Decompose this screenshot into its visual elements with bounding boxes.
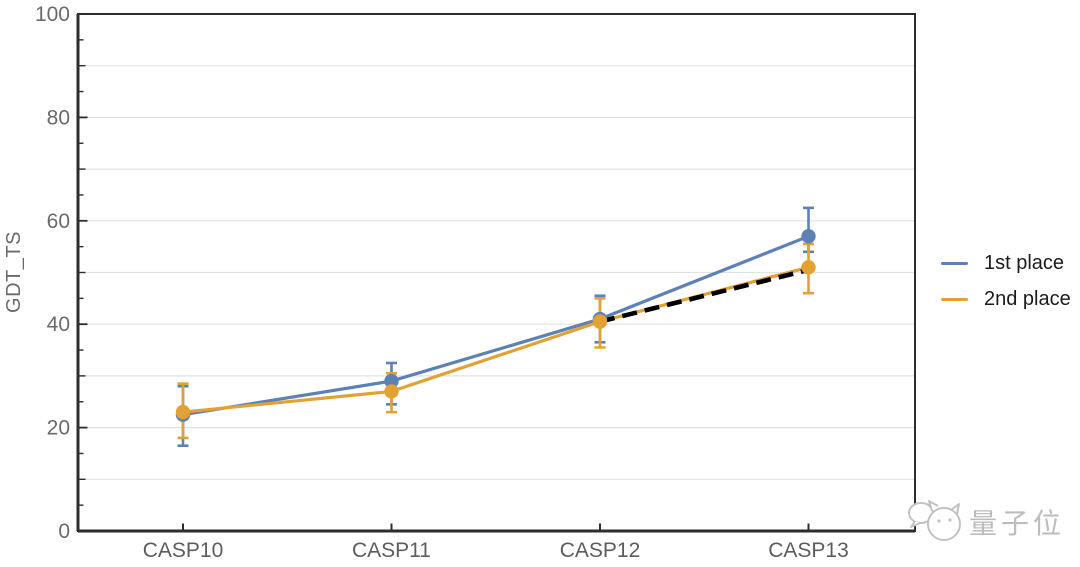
chart-legend: 1st place 2nd place	[941, 252, 1071, 324]
data-point-2nd-place-CASP13	[801, 260, 816, 275]
y-tick-label: 0	[58, 520, 70, 543]
x-tick-label: CASP11	[352, 539, 431, 562]
data-point-2nd-place-CASP12	[592, 314, 608, 329]
data-point-2nd-place-CASP10	[175, 404, 191, 420]
series-line-2nd-place	[182, 265, 809, 414]
data-point-1st-place-CASP11	[384, 373, 399, 389]
legend-label-2nd-place: 2nd place	[984, 287, 1071, 310]
legend-item-2nd-place: 2nd place	[941, 288, 1071, 310]
y-tick-label: 80	[47, 106, 70, 129]
y-tick-label: 40	[47, 313, 70, 336]
data-point-2nd-place-CASP11	[384, 384, 399, 399]
qbitai-cat-logo-icon	[908, 500, 961, 541]
watermark-text: 量子位	[969, 508, 1066, 539]
x-tick-label: CASP13	[768, 539, 849, 562]
y-axis-title: GDT_TS	[3, 231, 25, 313]
data-point-1st-place-CASP13	[801, 229, 816, 244]
y-tick-label: 20	[47, 417, 70, 440]
legend-swatch-1st-place	[941, 261, 968, 265]
x-tick-label: CASP10	[143, 539, 224, 562]
legend-label-1st-place: 1st place	[984, 251, 1065, 274]
legend-swatch-2nd-place	[941, 297, 968, 301]
y-tick-label: 100	[35, 3, 70, 26]
legend-item-1st-place: 1st place	[941, 252, 1071, 274]
y-tick-label: 60	[47, 210, 70, 233]
series-line-1st-place	[182, 234, 810, 417]
x-tick-label: CASP12	[560, 539, 641, 562]
trend-dashed-line	[599, 267, 810, 324]
watermark-qbitai: 量子位	[903, 496, 1065, 548]
